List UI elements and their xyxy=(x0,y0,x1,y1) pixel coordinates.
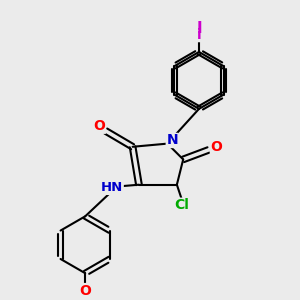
Text: O: O xyxy=(94,119,105,133)
Text: I: I xyxy=(196,21,202,36)
Text: O: O xyxy=(210,140,222,154)
Text: HN: HN xyxy=(101,182,123,194)
Text: N: N xyxy=(166,134,178,148)
Text: Cl: Cl xyxy=(174,198,189,212)
Text: O: O xyxy=(79,284,91,298)
Text: i: i xyxy=(197,28,201,42)
